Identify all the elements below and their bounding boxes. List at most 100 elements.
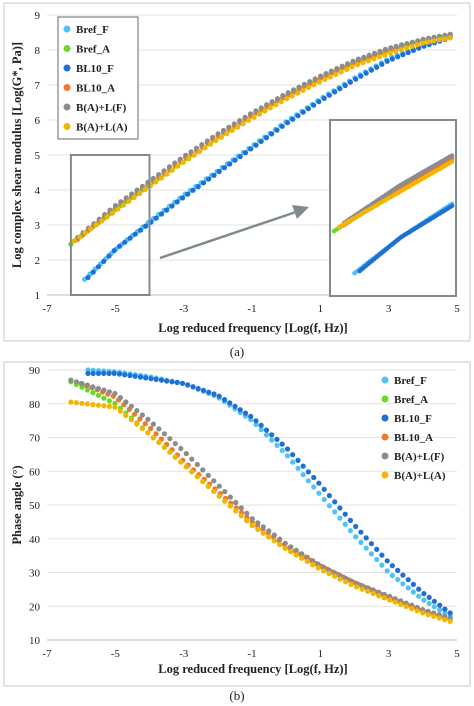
data-point (420, 610, 426, 616)
legend-label-bref-f: Bref_F (394, 375, 427, 387)
data-point (431, 38, 437, 44)
data-point (258, 138, 264, 144)
x-tick-label: 1 (318, 648, 324, 660)
data-point (106, 398, 112, 404)
data-point (410, 589, 416, 595)
data-point (305, 478, 311, 484)
data-point (326, 493, 332, 499)
data-point (194, 474, 200, 480)
data-point (393, 43, 399, 49)
data-point (266, 534, 272, 540)
data-point (199, 142, 205, 148)
data-point (318, 73, 324, 79)
data-point (253, 418, 259, 424)
data-point (134, 408, 140, 414)
x-tick-label: 5 (454, 648, 460, 660)
panel-a-inset (329, 119, 457, 297)
legend-marker-b-a-l-a (63, 123, 71, 130)
data-point (164, 207, 170, 213)
data-point (242, 150, 249, 156)
y-tick-label: 40 (29, 534, 41, 546)
data-point (142, 421, 148, 427)
data-point (316, 99, 322, 105)
data-point (101, 370, 107, 376)
legend-label-bref-f: Bref_F (76, 24, 109, 36)
data-point (311, 102, 317, 108)
data-point (85, 274, 91, 281)
data-point (282, 540, 288, 546)
x-tick-label: 3 (386, 303, 392, 315)
data-point (73, 379, 79, 385)
data-point (284, 96, 290, 102)
data-point (426, 594, 432, 601)
data-point (200, 180, 207, 186)
panel-b-legend-items: Bref_F Bref_A BL10_F BL10_A B(A)+L(F) B(A)+L(… (381, 375, 446, 482)
panel-b-y-axis-title: Phase angle (°) (10, 465, 24, 544)
data-point (123, 412, 129, 419)
data-point (139, 425, 145, 432)
data-point (200, 387, 207, 393)
data-point (117, 395, 123, 401)
data-point (315, 565, 321, 571)
data-point (153, 431, 159, 437)
data-point (366, 52, 372, 58)
data-point (404, 45, 410, 51)
data-point (216, 168, 222, 175)
y-tick-label: 3 (35, 220, 41, 232)
data-point (233, 499, 239, 506)
data-point (442, 606, 448, 612)
y-tick-label: 10 (29, 635, 41, 647)
data-point (153, 376, 159, 382)
data-point (178, 459, 184, 465)
data-point (224, 131, 230, 137)
data-point (221, 397, 228, 403)
data-point (395, 577, 401, 583)
data-point (134, 421, 140, 427)
data-point (200, 478, 206, 485)
data-point (316, 79, 322, 85)
data-point (256, 111, 263, 117)
data-point (295, 113, 301, 119)
x-tick-label: 3 (386, 648, 392, 660)
panel-a-zoom-arrow-head (292, 205, 309, 219)
data-point (93, 222, 99, 228)
data-point (137, 227, 144, 233)
panel-b-frame (3, 361, 471, 687)
data-point (231, 121, 237, 127)
data-point (416, 586, 422, 592)
legend-label-b-a-l-a: B(A)+L(A) (76, 122, 128, 134)
data-point (132, 231, 138, 237)
data-point (323, 71, 329, 77)
data-point (120, 202, 126, 208)
data-point (101, 258, 107, 264)
legend-marker-b-a-l-f (63, 103, 71, 111)
data-point (123, 399, 129, 405)
data-point (194, 461, 200, 468)
data-point (213, 137, 219, 144)
data-point (447, 618, 453, 625)
data-point (279, 447, 285, 454)
y-tick-label: 9 (35, 10, 41, 22)
data-point (101, 403, 107, 409)
data-point (416, 593, 422, 599)
data-point (106, 403, 112, 409)
data-point (279, 123, 285, 129)
y-tick-label: 70 (29, 433, 41, 445)
data-point (128, 417, 134, 423)
data-point (328, 68, 334, 74)
legend-label-bl10-a: BL10_A (76, 83, 115, 95)
x-tick-label: -1 (247, 648, 256, 660)
data-point (295, 465, 301, 471)
legend-label-b-a-l-f: B(A)+L(F) (76, 102, 127, 114)
data-point (338, 69, 344, 75)
data-point (400, 581, 406, 587)
y-tick-label: 4 (35, 185, 41, 197)
data-point (226, 124, 232, 130)
data-point (112, 390, 118, 397)
inset-data-point (449, 159, 455, 165)
data-point (172, 441, 178, 447)
data-point (447, 610, 453, 616)
data-point (189, 469, 195, 475)
data-point (409, 39, 415, 45)
data-point (101, 395, 107, 401)
